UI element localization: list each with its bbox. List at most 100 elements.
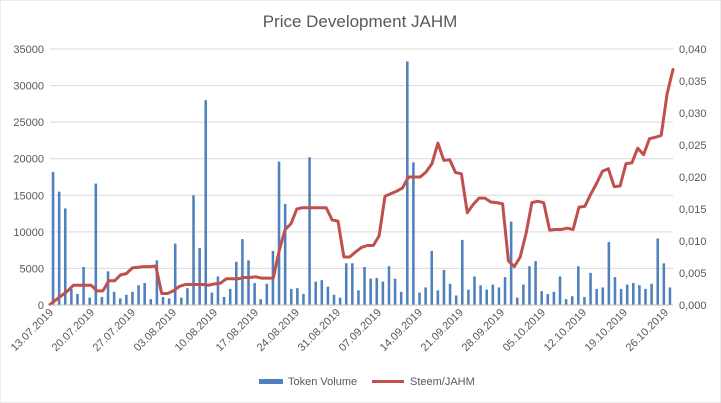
- volume-bar: [51, 171, 55, 305]
- volume-bar: [228, 288, 232, 305]
- volume-bar: [460, 239, 464, 305]
- volume-bar: [381, 281, 385, 305]
- volume-bar: [662, 263, 666, 305]
- volume-bar: [552, 291, 556, 305]
- y-right-tick-label: 0,035: [679, 76, 707, 88]
- volume-bar: [546, 294, 550, 305]
- volume-bar: [467, 289, 470, 305]
- volume-bar: [265, 283, 269, 305]
- volume-bar: [235, 261, 238, 305]
- volume-bar: [320, 280, 324, 305]
- y-left-tick-label: 10000: [13, 227, 44, 239]
- volume-bar: [412, 162, 415, 305]
- volume-bar: [88, 297, 91, 305]
- volume-bar: [632, 283, 635, 305]
- volume-bar: [302, 294, 305, 305]
- volume-bar: [399, 291, 403, 305]
- volume-bar: [515, 297, 519, 305]
- volume-bar: [491, 284, 495, 305]
- volume-bar: [222, 296, 226, 305]
- y-left-tick-label: 5000: [20, 263, 44, 275]
- volume-bar: [161, 296, 165, 305]
- volume-bar: [454, 295, 458, 305]
- volume-bar: [577, 266, 580, 305]
- volume-bar: [198, 247, 201, 305]
- y-left-tick-label: 0: [38, 300, 44, 312]
- volume-bar: [204, 100, 208, 305]
- volume-bar: [497, 287, 501, 305]
- volume-bar: [296, 288, 299, 305]
- volume-bar: [638, 285, 641, 305]
- y-left-tick-label: 25000: [13, 117, 44, 129]
- volume-bar: [357, 290, 360, 305]
- volume-bar: [155, 260, 159, 305]
- y-right-tick-label: 0,020: [679, 172, 707, 184]
- volume-bar: [173, 243, 177, 305]
- volume-bar: [76, 294, 79, 305]
- volume-bar: [137, 285, 140, 305]
- y-right-tick-label: 0,000: [679, 300, 707, 312]
- volume-bar: [644, 288, 647, 305]
- volume-bar: [57, 191, 61, 305]
- y-right-tick-label: 0,005: [679, 268, 707, 280]
- volume-bar: [106, 271, 110, 305]
- volume-bar: [369, 278, 372, 305]
- volume-bar: [216, 276, 220, 305]
- volume-bar: [351, 263, 354, 305]
- volume-bar: [241, 239, 244, 305]
- volume-bar: [607, 242, 611, 305]
- price-line: [48, 68, 675, 306]
- legend-swatch-token-volume: [259, 379, 283, 384]
- volume-bar: [289, 288, 293, 305]
- y-right-tick-label: 0,025: [679, 140, 707, 152]
- y-left-tick-label: 35000: [13, 44, 44, 56]
- volume-bar: [94, 183, 98, 305]
- volume-bar: [601, 287, 605, 305]
- volume-bar: [308, 157, 311, 305]
- volume-bar: [112, 291, 116, 305]
- volume-bar: [424, 287, 427, 305]
- volume-bar: [442, 269, 446, 305]
- volume-bar: [503, 277, 507, 305]
- volume-bar: [619, 288, 623, 305]
- volume-bar: [192, 195, 195, 305]
- volume-bar: [668, 287, 672, 305]
- volume-bar: [375, 277, 379, 305]
- volume-bar: [534, 261, 537, 305]
- chart-title: Price Development JAHM: [263, 12, 458, 31]
- volume-bar: [186, 288, 189, 305]
- volume-bar: [595, 288, 598, 305]
- y-left-tick-label: 30000: [13, 81, 44, 93]
- volume-bar: [656, 238, 660, 305]
- volume-bar: [338, 297, 342, 305]
- volume-bar: [363, 266, 366, 305]
- y-right-tick-label: 0,030: [679, 108, 707, 120]
- volume-bar: [277, 161, 281, 305]
- legend-label-steem-jahm: Steem/JAHM: [410, 376, 475, 388]
- volume-bar: [625, 284, 629, 305]
- volume-bar: [570, 296, 574, 305]
- volume-bar: [613, 277, 617, 305]
- volume-bar: [479, 285, 482, 305]
- volume-bar: [283, 204, 287, 305]
- volume-bar: [393, 278, 397, 305]
- volume-bar: [247, 260, 250, 305]
- volume-bar: [522, 284, 525, 305]
- volume-bar: [430, 250, 434, 305]
- volume-bar: [314, 281, 317, 305]
- volume-bar: [100, 296, 104, 305]
- volume-bar: [180, 297, 183, 305]
- y-left-tick-label: 20000: [13, 154, 44, 166]
- volume-bar: [418, 292, 421, 305]
- volume-bar: [167, 298, 171, 305]
- volume-bar: [558, 276, 562, 305]
- volume-bar: [344, 263, 348, 305]
- legend: Token Volume Steem/JAHM: [259, 376, 475, 388]
- volume-bar: [448, 283, 452, 305]
- volume-bar: [149, 299, 153, 305]
- y-right-tick-label: 0,040: [679, 44, 707, 56]
- volume-bar: [583, 296, 586, 305]
- volume-bar: [253, 283, 256, 305]
